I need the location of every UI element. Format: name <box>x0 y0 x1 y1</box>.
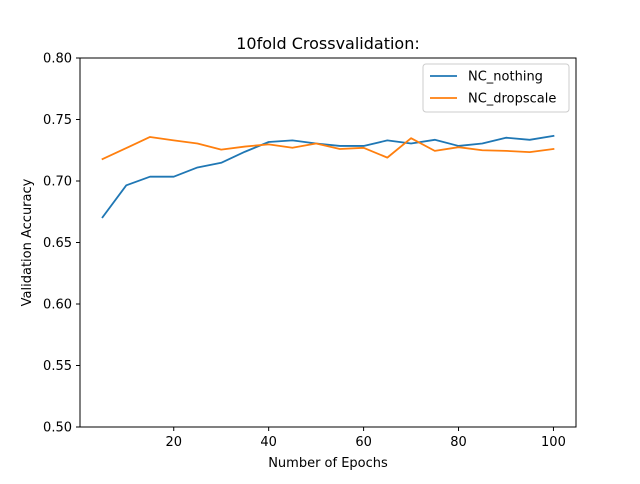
y-tick-label: 0.50 <box>43 421 72 436</box>
y-tick-label: 0.55 <box>43 359 72 374</box>
y-tick-label: 0.60 <box>43 298 72 313</box>
series-layer <box>101 134 555 219</box>
x-tick-label: 20 <box>165 435 182 450</box>
x-tick-label: 80 <box>450 435 467 450</box>
y-tick-label: 0.80 <box>43 52 72 67</box>
legend-label: NC_nothing <box>468 70 543 85</box>
x-tick-label: 60 <box>355 435 372 450</box>
x-tick-label: 40 <box>260 435 277 450</box>
axes-frame <box>79 57 577 428</box>
x-axis: 20 40 60 80 100 <box>165 427 566 450</box>
x-axis-label: Number of Epochs <box>268 456 388 471</box>
y-tick-label: 0.65 <box>43 236 72 251</box>
y-tick-label: 0.75 <box>43 113 72 128</box>
chart-title: 10fold Crossvalidation: <box>236 34 420 53</box>
y-axis: 0.50 0.55 0.60 0.65 0.70 0.75 0.80 <box>43 52 80 436</box>
y-axis-label: Validation Accuracy <box>20 178 35 306</box>
legend: NC_nothing NC_dropscale <box>422 63 570 113</box>
legend-box <box>422 63 570 113</box>
y-tick-label: 0.70 <box>43 175 72 190</box>
series-line-nc-dropscale <box>101 136 555 161</box>
legend-label: NC_dropscale <box>468 92 556 107</box>
series-line-nc-nothing <box>101 134 555 219</box>
x-tick-label: 100 <box>541 435 566 450</box>
